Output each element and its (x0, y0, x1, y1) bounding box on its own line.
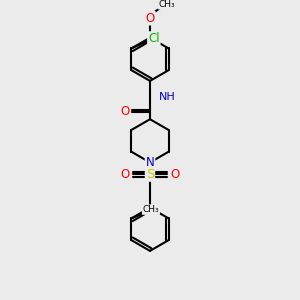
Text: O: O (146, 11, 154, 25)
Text: O: O (121, 168, 130, 181)
Text: NH: NH (159, 92, 176, 102)
Text: O: O (170, 168, 179, 181)
Text: Cl: Cl (148, 32, 160, 45)
Text: CH₃: CH₃ (158, 0, 175, 9)
Text: CH₃: CH₃ (142, 205, 159, 214)
Text: N: N (146, 156, 154, 169)
Text: O: O (121, 105, 130, 118)
Text: S: S (146, 168, 154, 181)
